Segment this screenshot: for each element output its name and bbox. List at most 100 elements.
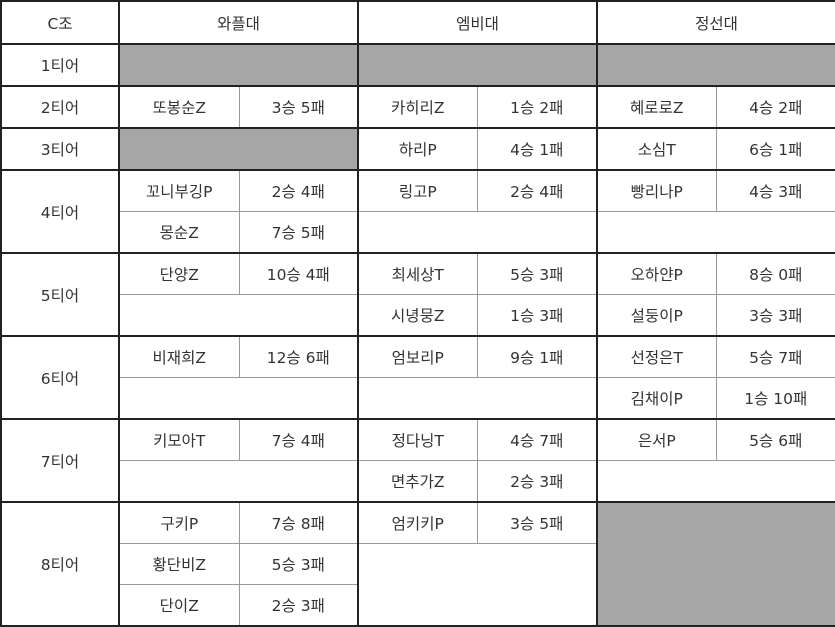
tier-label: 4티어 — [0, 169, 120, 254]
player-record: 3승 3패 — [715, 294, 835, 337]
player-name: 비재희Z — [118, 335, 240, 378]
player-record: 7승 4패 — [238, 418, 359, 461]
team-header-embi: 엠비대 — [357, 0, 598, 45]
player-name: 황단비Z — [118, 543, 240, 585]
player-name: 면추가Z — [357, 460, 478, 503]
team-header-waple: 와플대 — [118, 0, 359, 45]
tier-label: 5티어 — [0, 252, 120, 337]
player-name: 단양Z — [118, 252, 240, 295]
player-name: 소심T — [596, 127, 717, 171]
tier-label: 6티어 — [0, 335, 120, 420]
tier-group: 3티어 하리P 4승 1패 소심T 6승 1패 — [0, 127, 835, 171]
empty-cell — [118, 294, 359, 337]
blocked-cell — [596, 501, 835, 627]
player-name: 엄키키P — [357, 501, 478, 544]
table-row: 몽순Z 7승 5패 — [1, 211, 835, 254]
table-row: 면추가Z 2승 3패 — [1, 460, 835, 503]
player-record: 5승 3패 — [476, 252, 598, 295]
player-name: 김채이P — [596, 377, 717, 420]
tier-group: 4티어 꼬니부깅P 2승 4패 링고P 2승 4패 빵리나P 4승 3패 몽순Z 7승 5패 — [0, 169, 835, 254]
player-name: 하리P — [357, 127, 478, 171]
table-row: 8티어 구키P 7승 8패 엄키키P 3승 5패 — [0, 501, 835, 627]
player-name: 설둥이P — [596, 294, 717, 337]
tier-group: 7티어 키모아T 7승 4패 정다닝T 4승 7패 은서P 5승 6패 면추가Z 2승 3패 — [0, 418, 835, 503]
player-record: 3승 5패 — [476, 501, 598, 544]
player-name: 정다닝T — [357, 418, 478, 461]
player-record: 1승 10패 — [715, 377, 835, 420]
tier-label: 2티어 — [0, 85, 120, 129]
tier-label: 8티어 — [0, 501, 120, 627]
player-record: 5승 6패 — [715, 418, 835, 461]
blocked-cell — [118, 127, 359, 171]
player-name: 최세상T — [357, 252, 478, 295]
player-record: 7승 8패 — [238, 501, 359, 544]
player-name: 오하얀P — [596, 252, 717, 295]
player-name: 단이Z — [118, 584, 240, 627]
player-record: 2승 4패 — [238, 169, 359, 212]
tier-label: 1티어 — [0, 43, 120, 87]
tier-label: 7티어 — [0, 418, 120, 503]
empty-cell — [357, 543, 598, 627]
player-record: 12승 6패 — [238, 335, 359, 378]
player-record: 7승 5패 — [238, 211, 359, 254]
empty-cell — [357, 377, 598, 420]
player-name: 카히리Z — [357, 85, 478, 129]
empty-cell — [596, 211, 835, 254]
table-row: 황단비Z 5승 3패 — [1, 543, 835, 627]
player-record: 9승 1패 — [476, 335, 598, 378]
tier-group: 5티어 단양Z 10승 4패 최세상T 5승 3패 오하얀P 8승 0패 시녕뭉Z 1승 3패 설… — [0, 252, 835, 337]
player-record: 8승 0패 — [715, 252, 835, 295]
empty-cell — [118, 377, 359, 420]
player-name: 구키P — [118, 501, 240, 544]
player-record: 6승 1패 — [715, 127, 835, 171]
player-name: 또봉순Z — [118, 85, 240, 129]
blocked-cell — [596, 43, 835, 87]
table-row: 2티어 또봉순Z 3승 5패 카히리Z 1승 2패 혜로로Z 4승 2패 — [0, 85, 835, 129]
tier-group: 1티어 — [0, 43, 835, 87]
player-record: 1승 3패 — [476, 294, 598, 337]
player-record: 2승 3패 — [476, 460, 598, 503]
player-name: 꼬니부깅P — [118, 169, 240, 212]
player-record: 4승 7패 — [476, 418, 598, 461]
header-row: C조 와플대 엠비대 정선대 — [0, 0, 835, 45]
player-record: 3승 5패 — [238, 85, 359, 129]
tier-label: 3티어 — [0, 127, 120, 171]
table-row: 4티어 꼬니부깅P 2승 4패 링고P 2승 4패 빵리나P 4승 3패 — [0, 169, 835, 254]
player-record: 2승 4패 — [476, 169, 598, 212]
player-name: 선정은T — [596, 335, 717, 378]
tier-group: 2티어 또봉순Z 3승 5패 카히리Z 1승 2패 혜로로Z 4승 2패 — [0, 85, 835, 129]
table-row: 6티어 비재희Z 12승 6패 엄보리P 9승 1패 선정은T 5승 7패 — [0, 335, 835, 420]
player-record: 4승 3패 — [715, 169, 835, 212]
table-row: 5티어 단양Z 10승 4패 최세상T 5승 3패 오하얀P 8승 0패 — [0, 252, 835, 337]
empty-cell — [596, 460, 835, 503]
player-name: 키모아T — [118, 418, 240, 461]
team-header-jeongseon: 정선대 — [596, 0, 835, 45]
table-row: 단이Z 2승 3패 — [1, 584, 835, 627]
empty-cell — [357, 211, 598, 254]
player-name: 혜로로Z — [596, 85, 717, 129]
player-name: 엄보리P — [357, 335, 478, 378]
player-record: 1승 2패 — [476, 85, 598, 129]
blocked-cell — [357, 43, 598, 87]
tier-group: 6티어 비재희Z 12승 6패 엄보리P 9승 1패 선정은T 5승 7패 김채이P 1승 10… — [0, 335, 835, 420]
table-row: 3티어 하리P 4승 1패 소심T 6승 1패 — [0, 127, 835, 171]
group-label: C조 — [0, 0, 120, 45]
blocked-cell — [118, 43, 359, 87]
tier-group: 8티어 구키P 7승 8패 엄키키P 3승 5패 황단비Z 5승 3패 단이Z 2승 3패 — [0, 501, 835, 627]
player-record: 5승 7패 — [715, 335, 835, 378]
player-record: 5승 3패 — [238, 543, 359, 585]
player-name: 시녕뭉Z — [357, 294, 478, 337]
table-row: 1티어 — [0, 43, 835, 87]
table-row: 김채이P 1승 10패 — [1, 377, 835, 420]
empty-cell — [118, 460, 359, 503]
player-record: 4승 1패 — [476, 127, 598, 171]
player-name: 빵리나P — [596, 169, 717, 212]
player-record: 4승 2패 — [715, 85, 835, 129]
player-record: 2승 3패 — [238, 584, 359, 627]
table-row: 7티어 키모아T 7승 4패 정다닝T 4승 7패 은서P 5승 6패 — [0, 418, 835, 503]
player-name: 은서P — [596, 418, 717, 461]
player-record: 10승 4패 — [238, 252, 359, 295]
table-row: 시녕뭉Z 1승 3패 설둥이P 3승 3패 — [1, 294, 835, 337]
player-name: 몽순Z — [118, 211, 240, 254]
